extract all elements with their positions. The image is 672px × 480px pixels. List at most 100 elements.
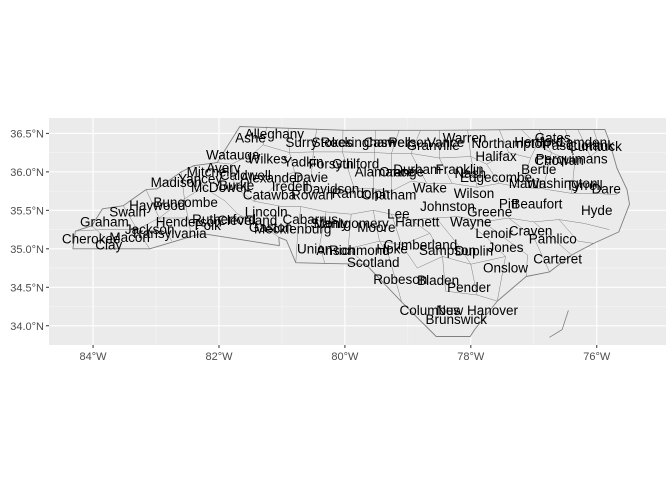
county-label: Avery <box>206 161 241 176</box>
county-label: Mecklenburg <box>254 221 331 236</box>
county-label: Rowan <box>291 187 333 202</box>
county-label: Duplin <box>455 244 493 259</box>
county-label: Rutherford <box>192 212 256 227</box>
county-label: Davie <box>294 170 329 185</box>
county-label: Person <box>388 135 431 150</box>
county-boundary <box>558 219 594 244</box>
y-tick-label: 34.0°N <box>10 321 44 333</box>
county-boundary <box>91 225 118 249</box>
county-boundary <box>410 153 428 184</box>
county-label: Moore <box>357 220 395 235</box>
county-label: Yadkin <box>283 154 323 169</box>
county-label: Scotland <box>347 255 400 270</box>
county-label: New Hanover <box>436 303 518 318</box>
county-label: Catawba <box>243 187 297 202</box>
county-label: Haywood <box>129 198 185 213</box>
county-label: Swain <box>109 204 146 219</box>
county-boundary <box>342 151 355 189</box>
county-boundary <box>159 187 204 219</box>
county-label: Dare <box>592 181 621 196</box>
county-label: Mitchell <box>187 164 233 179</box>
county-label: Graham <box>80 214 129 229</box>
y-axis-latitude: 34.0°N 34.5°N 35.0°N 35.5°N 36.0°N 36.5°N <box>10 128 49 333</box>
x-tick-label: 84°W <box>80 351 108 363</box>
x-tick-label: 78°W <box>457 351 485 363</box>
county-label: Onslow <box>483 261 528 276</box>
county-boundary <box>372 152 375 189</box>
county-label: Halifax <box>475 149 517 164</box>
y-tick-label: 36.0°N <box>10 167 44 179</box>
county-boundary <box>231 164 610 230</box>
county-boundary <box>483 221 528 277</box>
county-label: Columbus <box>400 303 461 318</box>
county-label: Bertie <box>521 162 556 177</box>
county-label: Chowan <box>534 153 584 168</box>
county-label: Surry <box>285 135 318 150</box>
county-label: Washington <box>527 176 598 191</box>
y-tick-label: 36.5°N <box>10 128 44 140</box>
county-label: Northampton <box>471 136 549 151</box>
county-label: Cherokee <box>62 231 121 246</box>
county-label: Davidson <box>303 181 359 196</box>
county-boundary <box>439 157 453 184</box>
county-label: Buncombe <box>153 195 218 210</box>
county-label: Franklin <box>435 162 483 177</box>
county-label: Vance <box>427 135 464 150</box>
north-carolina-state-shape <box>72 126 630 338</box>
county-label: Madison <box>151 175 202 190</box>
county-label: Burke <box>219 178 254 193</box>
county-label: Hyde <box>581 203 613 218</box>
county-label: Hoke <box>376 241 408 256</box>
county-label: Cabarrus <box>283 212 339 227</box>
county-label: Alleghany <box>245 127 305 142</box>
county-boundary <box>310 151 314 186</box>
county-label: Durham <box>393 162 441 177</box>
county-label: Cleveland <box>217 213 277 228</box>
county-label: Stokes <box>312 135 354 150</box>
county-label: Caldwell <box>220 168 271 183</box>
county-label: Perquimans <box>536 151 608 166</box>
county-label: Stanly <box>310 216 348 231</box>
county-label: Jones <box>487 240 523 255</box>
county-label: Alexander <box>240 171 301 186</box>
county-label: Cumberland <box>384 238 458 253</box>
county-label: Lee <box>387 207 410 222</box>
county-boundary <box>436 217 478 296</box>
county-label: Camden <box>556 135 607 150</box>
county-label: Jackson <box>125 222 175 237</box>
county-label: Forsyth <box>309 157 354 172</box>
coastal-line <box>549 310 569 338</box>
county-label: Yancey <box>178 171 222 186</box>
y-tick-label: 34.5°N <box>10 282 44 294</box>
county-boundary <box>508 129 538 159</box>
county-label: Granville <box>406 138 459 153</box>
county-label: McDowell <box>191 180 250 195</box>
county-label: Polk <box>195 218 222 233</box>
county-label: Tyrrell <box>566 178 603 193</box>
county-boundary <box>486 164 500 184</box>
county-label: Macon <box>109 230 150 245</box>
county-label: Rockingham <box>321 135 396 150</box>
county-label: Randolph <box>332 186 390 201</box>
county-label: Sampson <box>419 243 476 258</box>
county-label: Warren <box>443 131 487 146</box>
county-label: Hertford <box>514 134 563 149</box>
county-boundary <box>217 126 268 165</box>
county-label: Currituck <box>568 139 622 154</box>
county-label: Martin <box>509 176 547 191</box>
county-label: Wayne <box>450 214 492 229</box>
county-label: Alamance <box>355 164 415 179</box>
county-label: Pender <box>447 280 491 295</box>
county-label: Johnston <box>420 199 475 214</box>
county-boundary <box>372 210 402 302</box>
county-label: Robeson <box>373 272 427 287</box>
state-outline <box>72 126 630 337</box>
y-tick-label: 35.0°N <box>10 244 44 256</box>
county-label: Wake <box>413 181 447 196</box>
county-label: Orange <box>379 164 424 179</box>
county-label: Wilkes <box>248 151 288 166</box>
county-label: Carteret <box>533 251 582 266</box>
county-label: Ashe <box>235 131 266 146</box>
county-label: Nash <box>454 166 486 181</box>
